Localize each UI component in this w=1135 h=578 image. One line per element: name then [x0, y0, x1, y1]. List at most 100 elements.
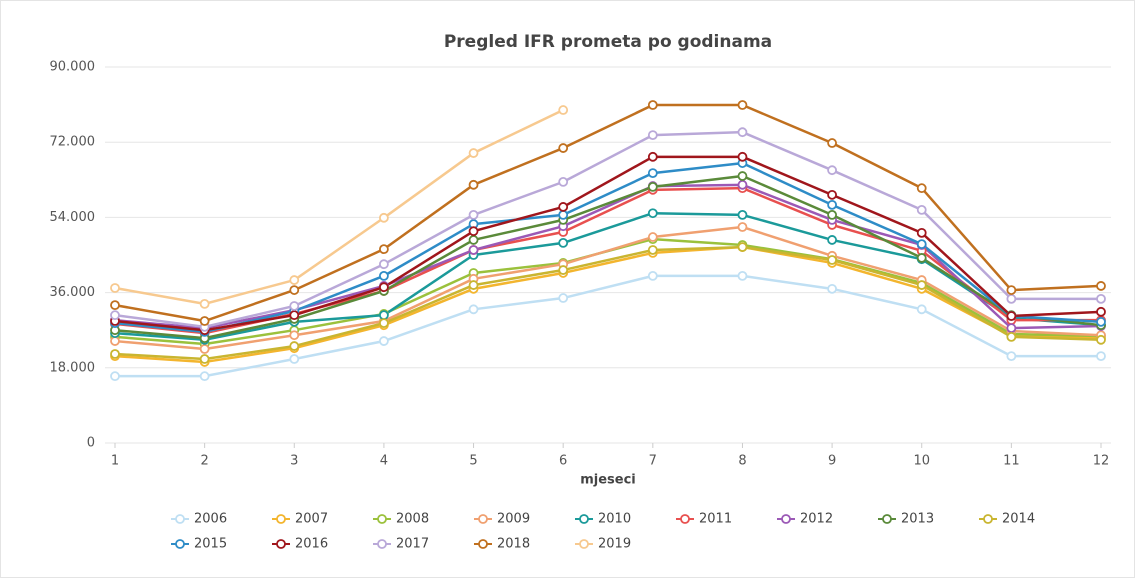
data-point	[289, 310, 300, 321]
data-point	[737, 179, 748, 190]
data-point	[468, 304, 479, 315]
data-point	[647, 182, 658, 192]
x-tick-label: 5	[469, 454, 477, 469]
data-point	[1006, 331, 1017, 342]
data-point	[468, 280, 479, 290]
x-axis-label: mjeseci	[580, 473, 636, 488]
data-point	[379, 270, 389, 281]
data-point	[827, 235, 837, 245]
legend-marker	[983, 514, 993, 524]
series-line	[114, 103, 1102, 323]
data-point	[379, 310, 389, 321]
legend-item: 2010	[575, 512, 631, 527]
legend-item: 2012	[777, 512, 833, 527]
data-point	[647, 151, 658, 162]
legend-item: 2013	[878, 512, 934, 527]
legend-item: 2006	[171, 512, 227, 527]
x-tick-label: 12	[1093, 454, 1110, 469]
legend-marker	[377, 539, 387, 549]
legend-item: 2015	[171, 537, 227, 552]
x-tick-label: 10	[913, 454, 930, 469]
chart-title: Pregled IFR prometa po godinama	[444, 32, 772, 52]
data-point	[1006, 293, 1017, 304]
data-point	[558, 143, 569, 153]
data-point	[379, 282, 389, 293]
data-point	[737, 242, 748, 252]
data-point	[289, 354, 300, 364]
data-point	[1096, 306, 1106, 317]
legend-marker	[579, 514, 589, 524]
data-point	[916, 204, 927, 215]
legend-item: 2011	[676, 512, 732, 527]
data-point	[558, 105, 569, 115]
data-point	[737, 100, 748, 110]
legend-label: 2018	[497, 537, 530, 552]
y-tick-label: 90.000	[50, 60, 96, 75]
legend-label: 2007	[295, 512, 328, 527]
data-point	[916, 253, 927, 263]
legend-label: 2019	[598, 537, 631, 552]
legend-marker	[478, 539, 488, 549]
series-line	[114, 245, 1102, 361]
data-point	[199, 354, 210, 364]
legend-item: 2018	[474, 537, 530, 552]
data-point	[468, 226, 479, 237]
data-point	[827, 199, 837, 210]
data-point	[199, 316, 210, 326]
data-point	[468, 209, 479, 220]
legend-label: 2006	[194, 512, 227, 527]
data-point	[827, 255, 837, 265]
data-point	[558, 209, 569, 220]
data-point	[379, 318, 389, 328]
legend-marker	[276, 539, 286, 549]
data-point	[110, 300, 120, 311]
data-point	[110, 283, 120, 293]
data-point	[468, 179, 479, 190]
series-line	[114, 108, 564, 306]
series-line	[114, 225, 1102, 351]
data-point	[289, 341, 300, 351]
legend-marker	[478, 514, 488, 524]
data-point	[1096, 351, 1106, 362]
data-point	[647, 100, 658, 110]
data-point	[468, 245, 479, 255]
data-point	[1006, 285, 1017, 295]
legend-label: 2017	[396, 537, 429, 552]
series-line	[115, 274, 1101, 378]
legend-item: 2019	[575, 537, 631, 552]
series-line	[114, 245, 1102, 364]
y-tick-label: 54.000	[50, 210, 96, 225]
data-point	[199, 344, 210, 354]
data-point	[647, 208, 658, 219]
legend-marker	[175, 514, 185, 524]
data-point	[827, 138, 837, 148]
data-point	[110, 371, 120, 382]
data-point	[110, 336, 120, 346]
data-point	[737, 171, 748, 181]
x-tick-label: 1	[111, 454, 119, 469]
data-point	[737, 209, 748, 220]
data-point	[558, 237, 569, 248]
legend-label: 2012	[800, 512, 833, 527]
y-tick-label: 36.000	[50, 285, 96, 300]
legend-label: 2009	[497, 512, 530, 527]
data-point	[558, 176, 569, 187]
legend-marker	[579, 539, 589, 549]
data-point	[916, 183, 927, 194]
series-line	[114, 155, 1102, 332]
data-point	[916, 280, 927, 290]
x-tick-label: 3	[290, 454, 298, 469]
data-point	[1096, 334, 1106, 345]
data-point	[289, 330, 300, 341]
data-point	[558, 202, 569, 212]
x-tick-label: 4	[380, 454, 388, 469]
data-point	[379, 212, 389, 223]
legend-item: 2017	[373, 537, 429, 552]
legend-item: 2014	[979, 512, 1035, 527]
data-point	[289, 301, 300, 311]
series-line	[114, 183, 1102, 330]
x-tick-label: 11	[1003, 454, 1020, 469]
legend-marker	[377, 514, 387, 524]
data-point	[916, 239, 927, 250]
